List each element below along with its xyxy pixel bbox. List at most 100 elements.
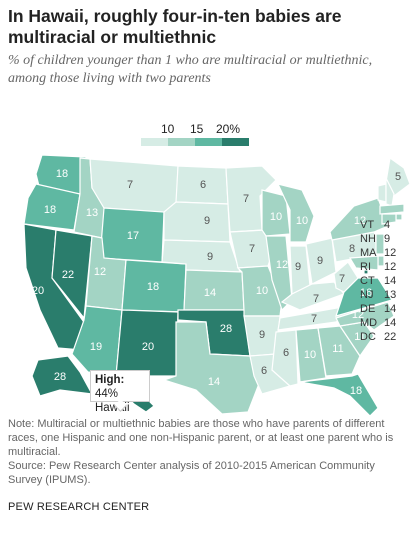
small-state-row: DC 22 bbox=[360, 331, 412, 345]
legend-label-10: 10 bbox=[161, 122, 175, 136]
label-ky: 7 bbox=[313, 293, 319, 305]
label-ok: 28 bbox=[220, 323, 232, 335]
state-md bbox=[348, 255, 379, 271]
label-sd: 9 bbox=[204, 215, 210, 227]
legend-label-20: 20% bbox=[216, 122, 241, 136]
legend-swatch-3 bbox=[195, 138, 222, 146]
small-state-abbr: MA bbox=[360, 247, 377, 259]
legend-swatch-2 bbox=[168, 138, 195, 146]
color-legend: 10 15 20% bbox=[141, 122, 251, 152]
footnote: Note: Multiracial or multiethnic babies … bbox=[8, 418, 394, 458]
label-al: 10 bbox=[304, 349, 316, 361]
label-wi: 10 bbox=[270, 211, 282, 223]
label-mo: 10 bbox=[256, 285, 268, 297]
small-state-row: MA 12 bbox=[360, 247, 412, 261]
state-tx bbox=[162, 321, 263, 415]
label-ia: 7 bbox=[249, 243, 255, 255]
label-tx: 14 bbox=[208, 376, 220, 388]
small-state-abbr: MD bbox=[360, 317, 378, 329]
label-in: 9 bbox=[295, 261, 301, 273]
label-il: 12 bbox=[276, 259, 288, 271]
label-la: 6 bbox=[261, 365, 267, 377]
state-dc bbox=[363, 269, 369, 275]
state-vt bbox=[377, 183, 387, 203]
label-ca: 20 bbox=[32, 285, 44, 297]
state-sd bbox=[163, 201, 231, 243]
state-ak bbox=[31, 355, 94, 397]
label-co: 18 bbox=[147, 281, 159, 293]
state-al bbox=[295, 327, 327, 383]
small-state-value: 9 bbox=[384, 233, 391, 245]
label-sc: 11 bbox=[354, 331, 365, 343]
state-mi bbox=[276, 183, 315, 243]
label-ks: 14 bbox=[204, 287, 216, 299]
state-fl bbox=[299, 373, 379, 415]
small-state-value: 12 bbox=[384, 261, 397, 273]
label-or: 18 bbox=[44, 204, 56, 216]
chart-title: In Hawaii, roughly four-in-ten babies ar… bbox=[8, 6, 342, 47]
legend-swatch-1 bbox=[141, 138, 168, 146]
state-ga bbox=[317, 325, 361, 377]
state-il bbox=[265, 235, 293, 312]
state-ny bbox=[329, 197, 389, 241]
small-state-row: RI 12 bbox=[360, 261, 412, 275]
label-wv: 7 bbox=[339, 273, 345, 285]
label-ga: 11 bbox=[332, 343, 343, 355]
state-mn bbox=[225, 165, 277, 233]
label-ny: 12 bbox=[354, 215, 366, 227]
small-state-value: 14 bbox=[384, 275, 397, 287]
small-state-value: 4 bbox=[384, 219, 391, 231]
label-mt: 7 bbox=[127, 179, 133, 191]
label-fl: 18 bbox=[350, 385, 362, 397]
callout-high-label: High: bbox=[95, 374, 125, 386]
small-state-row: NH 9 bbox=[360, 233, 412, 247]
state-ms bbox=[271, 329, 299, 387]
state-or bbox=[23, 183, 81, 231]
state-wv bbox=[333, 261, 359, 293]
brand-label: PEW RESEARCH CENTER bbox=[8, 501, 150, 513]
us-map: 18 18 20 22 13 7 17 12 19 18 20 6 9 9 14… bbox=[23, 154, 411, 415]
state-ky bbox=[280, 281, 346, 311]
label-nm: 20 bbox=[142, 341, 154, 353]
small-state-value: 13 bbox=[384, 289, 397, 301]
legend-label-15: 15 bbox=[190, 122, 204, 136]
small-state-row: MD 14 bbox=[360, 317, 412, 331]
state-nj bbox=[375, 233, 385, 255]
label-tn: 7 bbox=[311, 313, 317, 325]
small-state-abbr: RI bbox=[360, 261, 371, 273]
label-nc: 12 bbox=[352, 309, 364, 321]
label-wa: 18 bbox=[56, 168, 68, 180]
small-state-abbr: DE bbox=[360, 303, 376, 315]
small-states-list: VT 4 NH 9 MA 12 RI 12 CT 14 NJ 13 DE 14 MD 14 DC… bbox=[360, 219, 412, 345]
small-state-row: CT 14 bbox=[360, 275, 412, 289]
label-id: 13 bbox=[86, 207, 98, 219]
legend-swatch-4 bbox=[222, 138, 249, 146]
hawaii-callout: High: 44% Hawaii bbox=[90, 370, 150, 414]
small-state-abbr: NH bbox=[360, 233, 376, 245]
small-state-abbr: NJ bbox=[360, 289, 374, 301]
small-state-value: 14 bbox=[384, 317, 397, 329]
small-state-abbr: DC bbox=[360, 331, 376, 343]
label-ne: 9 bbox=[207, 251, 213, 263]
label-wy: 17 bbox=[127, 230, 139, 242]
label-nv: 22 bbox=[62, 269, 74, 281]
small-state-row: NJ 13 bbox=[360, 289, 412, 303]
small-state-value: 12 bbox=[384, 247, 397, 259]
chart-subtitle: % of children younger than 1 who are mul… bbox=[8, 53, 373, 86]
label-ar: 9 bbox=[259, 329, 265, 341]
small-state-abbr: CT bbox=[360, 275, 375, 287]
small-state-value: 22 bbox=[384, 331, 397, 343]
state-ct bbox=[381, 213, 397, 225]
label-mn: 7 bbox=[243, 193, 249, 205]
label-pa: 8 bbox=[349, 243, 355, 255]
source-line: Source: Pew Research Center analysis of … bbox=[8, 460, 375, 486]
label-mi: 10 bbox=[296, 215, 308, 227]
small-state-abbr: VT bbox=[360, 219, 375, 231]
state-ma bbox=[379, 203, 405, 215]
state-mt bbox=[89, 158, 179, 215]
label-nd: 6 bbox=[200, 179, 206, 191]
small-state-row: DE 14 bbox=[360, 303, 412, 317]
label-me: 5 bbox=[395, 171, 401, 183]
label-oh: 9 bbox=[317, 255, 323, 267]
label-ms: 6 bbox=[283, 347, 289, 359]
